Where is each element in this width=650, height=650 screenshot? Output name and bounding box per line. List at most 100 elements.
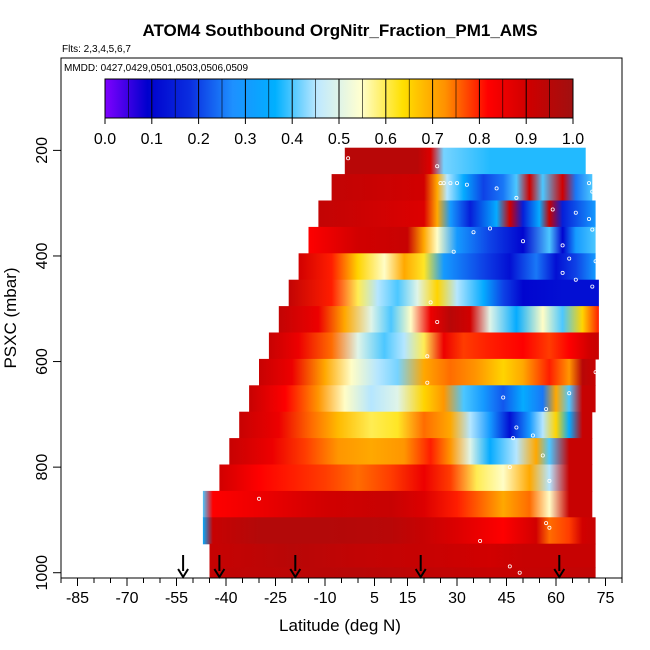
colorbar-tick-label: 0.5 bbox=[328, 131, 350, 148]
latitude-marker-head bbox=[213, 568, 226, 579]
x-axis-label: Latitude (deg N) bbox=[279, 616, 401, 635]
heatmap-layer bbox=[209, 567, 596, 578]
heatmap-layer bbox=[288, 279, 599, 307]
x-tick-label: 30 bbox=[448, 590, 466, 607]
heatmap-layer bbox=[239, 411, 593, 439]
sample-point bbox=[346, 156, 351, 161]
x-tick-label: 15 bbox=[399, 590, 417, 607]
y-axis-label: PSXC (mbar) bbox=[1, 267, 20, 368]
heatmap-layer bbox=[331, 174, 593, 202]
x-tick-label: 60 bbox=[547, 590, 565, 607]
heatmap-layer bbox=[202, 490, 593, 518]
sample-point bbox=[478, 539, 483, 544]
sample-point bbox=[517, 570, 522, 575]
chart-title: ATOM4 Southbound OrgNitr_Fraction_PM1_AM… bbox=[142, 21, 537, 40]
x-tick-label: 45 bbox=[498, 590, 516, 607]
sample-point bbox=[567, 391, 572, 396]
heatmap-layer bbox=[308, 226, 596, 254]
heatmap-layer bbox=[344, 147, 586, 175]
sample-point bbox=[544, 407, 549, 412]
sample-point bbox=[441, 181, 446, 186]
sample-point bbox=[507, 564, 512, 569]
sample-point bbox=[451, 249, 456, 254]
sample-point bbox=[507, 465, 512, 470]
latitude-marker-head bbox=[414, 568, 427, 579]
sample-point bbox=[560, 243, 565, 248]
heatmap-layer bbox=[249, 385, 596, 413]
sample-point bbox=[593, 259, 598, 264]
colorbar-tick-label: 0.2 bbox=[187, 131, 209, 148]
heatmap-layers bbox=[202, 147, 599, 578]
sample-point bbox=[590, 189, 595, 194]
y-tick-label: 1000 bbox=[34, 555, 51, 591]
sample-point bbox=[547, 525, 552, 530]
y-tick-label: 200 bbox=[34, 137, 51, 164]
sample-point bbox=[425, 354, 430, 359]
colorbar-tick-label: 0.0 bbox=[94, 131, 116, 148]
x-tick-label: 5 bbox=[370, 590, 379, 607]
colorbar-tick-label: 0.6 bbox=[375, 131, 397, 148]
sample-point bbox=[540, 453, 545, 458]
sample-point bbox=[573, 277, 578, 282]
x-axis: -85 -70 -55 -40 -25 -10 5 15 30 45 60 75 bbox=[60, 578, 623, 607]
x-tick-label: -40 bbox=[214, 590, 237, 607]
sample-point bbox=[514, 195, 519, 200]
colorbar-tick-label: 0.7 bbox=[421, 131, 443, 148]
colorbar-tick-label: 0.3 bbox=[234, 131, 256, 148]
colorbar-tick-label: 0.4 bbox=[281, 131, 303, 148]
sample-point bbox=[487, 226, 492, 231]
sample-point bbox=[567, 256, 572, 261]
sample-point bbox=[587, 216, 592, 221]
sample-point bbox=[435, 319, 440, 324]
x-tick-label: -55 bbox=[165, 590, 188, 607]
sample-point bbox=[471, 230, 476, 235]
sample-point bbox=[501, 395, 506, 400]
colorbar-tick-label: 0.8 bbox=[468, 131, 490, 148]
sample-point bbox=[256, 496, 261, 501]
sample-point bbox=[435, 164, 440, 169]
heatmap-layer bbox=[259, 358, 596, 386]
x-tick-label: -70 bbox=[115, 590, 138, 607]
heatmap-layer bbox=[209, 543, 596, 569]
y-axis: 200 400 600 800 1000 bbox=[34, 137, 61, 591]
plot-frame bbox=[60, 57, 623, 579]
x-tick-label: -85 bbox=[66, 590, 89, 607]
sample-point bbox=[550, 207, 555, 212]
sample-point bbox=[530, 433, 535, 438]
latitude-markers bbox=[177, 555, 566, 579]
heatmap-layer bbox=[268, 332, 599, 360]
sample-point bbox=[514, 425, 519, 430]
sample-point bbox=[502, 579, 505, 582]
colorbar: 0.0 0.1 0.2 0.3 0.4 0.5 0.6 0.7 0.8 0.9 1.0 bbox=[94, 78, 584, 148]
colorbar-tick-label: 0.9 bbox=[515, 131, 537, 148]
heatmap-layer bbox=[219, 464, 593, 492]
x-tick-label: -10 bbox=[313, 590, 336, 607]
latitude-marker-head bbox=[553, 568, 566, 579]
sample-point bbox=[494, 186, 499, 191]
sample-point bbox=[425, 380, 430, 385]
y-tick-label: 400 bbox=[34, 243, 51, 270]
sample-point bbox=[590, 227, 595, 232]
sample-point bbox=[428, 300, 433, 305]
sample-point bbox=[544, 521, 549, 526]
heatmap-layer bbox=[278, 306, 599, 334]
latitude-marker-head bbox=[177, 568, 189, 579]
latitude-marker-head bbox=[289, 568, 302, 579]
sample-point bbox=[511, 436, 516, 441]
x-tick-label: -25 bbox=[264, 590, 287, 607]
sample-points bbox=[256, 156, 598, 582]
heatmap-layer bbox=[318, 200, 596, 228]
y-tick-label: 600 bbox=[34, 348, 51, 375]
flights-note: Flts: 2,3,4,5,6,7 bbox=[62, 44, 131, 55]
y-tick-label: 800 bbox=[34, 454, 51, 481]
heatmap-layer bbox=[202, 517, 596, 545]
colorbar-tick-label: 0.1 bbox=[141, 131, 163, 148]
sample-point bbox=[573, 210, 578, 215]
sample-point bbox=[587, 181, 592, 186]
sample-point bbox=[454, 181, 459, 186]
heatmap-layer bbox=[298, 253, 596, 281]
dates-note: MMDD: 0427,0429,0501,0503,0506,0509 bbox=[64, 63, 248, 74]
sample-point bbox=[448, 181, 453, 186]
sample-point bbox=[560, 270, 565, 275]
